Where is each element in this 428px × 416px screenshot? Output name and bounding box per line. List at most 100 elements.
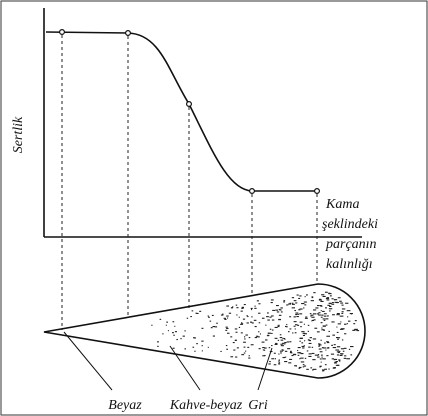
speck bbox=[329, 331, 330, 332]
speck bbox=[324, 316, 327, 317]
figure: Sertlik Kama şeklindeki parçanın kalınlı… bbox=[0, 0, 428, 416]
speck bbox=[319, 366, 321, 367]
speck bbox=[324, 320, 326, 321]
speck bbox=[294, 300, 297, 301]
speck bbox=[311, 317, 314, 318]
speck bbox=[298, 355, 300, 356]
speck bbox=[247, 316, 248, 317]
speck bbox=[284, 339, 285, 340]
speck bbox=[282, 349, 283, 350]
speck bbox=[299, 368, 300, 369]
projection-lines bbox=[62, 35, 317, 330]
speck bbox=[278, 361, 279, 362]
speck bbox=[318, 312, 320, 313]
speck bbox=[323, 318, 326, 319]
speck bbox=[237, 347, 239, 348]
speck bbox=[168, 330, 169, 331]
speck bbox=[324, 369, 327, 370]
speck bbox=[285, 326, 286, 327]
speck bbox=[337, 313, 340, 314]
speck bbox=[283, 301, 285, 302]
point bbox=[315, 189, 320, 194]
speck bbox=[338, 352, 340, 353]
speck bbox=[323, 330, 324, 331]
speck bbox=[313, 309, 316, 310]
speck bbox=[284, 361, 287, 362]
speck bbox=[324, 313, 327, 314]
speck bbox=[321, 322, 323, 323]
speck bbox=[317, 313, 319, 314]
speck bbox=[322, 358, 326, 359]
speck bbox=[311, 300, 314, 301]
speck bbox=[326, 318, 328, 319]
speck bbox=[321, 355, 323, 356]
speck bbox=[342, 311, 344, 312]
speck bbox=[308, 325, 310, 326]
speck bbox=[283, 300, 285, 301]
speck bbox=[247, 322, 249, 323]
speck bbox=[319, 300, 322, 301]
speck bbox=[265, 325, 266, 326]
speck bbox=[193, 347, 195, 348]
speck bbox=[298, 347, 301, 348]
speck bbox=[267, 320, 270, 321]
speck bbox=[192, 310, 194, 311]
speck bbox=[224, 318, 226, 319]
speck bbox=[296, 316, 299, 317]
speck bbox=[344, 358, 347, 359]
speck bbox=[344, 348, 347, 349]
speck bbox=[269, 361, 271, 362]
speck bbox=[353, 323, 355, 324]
speck bbox=[244, 336, 245, 337]
speck bbox=[329, 303, 332, 304]
speck bbox=[342, 305, 344, 306]
speck bbox=[304, 340, 305, 341]
speck bbox=[239, 327, 240, 328]
speck bbox=[303, 333, 306, 334]
speck bbox=[328, 369, 329, 370]
speck bbox=[338, 297, 341, 298]
speck bbox=[268, 363, 271, 364]
speck bbox=[278, 325, 280, 326]
speck bbox=[184, 330, 185, 331]
speck bbox=[340, 321, 341, 322]
speck bbox=[310, 313, 312, 314]
speck bbox=[271, 358, 274, 359]
speck bbox=[258, 313, 260, 314]
speck bbox=[304, 345, 305, 346]
speck bbox=[320, 358, 322, 359]
speck bbox=[299, 313, 302, 314]
speck bbox=[350, 354, 352, 355]
speck bbox=[321, 294, 324, 295]
speck bbox=[287, 341, 290, 342]
speck bbox=[220, 351, 221, 352]
speck bbox=[321, 315, 323, 316]
speck bbox=[230, 356, 233, 357]
speck bbox=[299, 352, 302, 353]
speck bbox=[226, 345, 227, 346]
speck bbox=[245, 351, 246, 352]
speck bbox=[340, 355, 343, 356]
speck bbox=[265, 339, 268, 340]
speck bbox=[344, 333, 346, 334]
speck bbox=[327, 305, 330, 306]
point bbox=[126, 31, 131, 36]
speck bbox=[332, 298, 334, 299]
speck bbox=[229, 313, 231, 314]
speck bbox=[304, 302, 307, 303]
speck bbox=[288, 331, 290, 332]
speck bbox=[303, 307, 304, 308]
speck bbox=[212, 315, 214, 316]
speck bbox=[295, 302, 297, 303]
speck bbox=[325, 307, 327, 308]
speck bbox=[175, 331, 177, 332]
speck bbox=[301, 303, 304, 304]
speck bbox=[340, 353, 344, 354]
leader bbox=[170, 346, 200, 390]
speck bbox=[340, 303, 343, 304]
speck bbox=[297, 295, 299, 296]
speck bbox=[297, 325, 299, 326]
speck bbox=[352, 330, 355, 331]
speck bbox=[252, 322, 254, 323]
speck bbox=[318, 346, 320, 347]
